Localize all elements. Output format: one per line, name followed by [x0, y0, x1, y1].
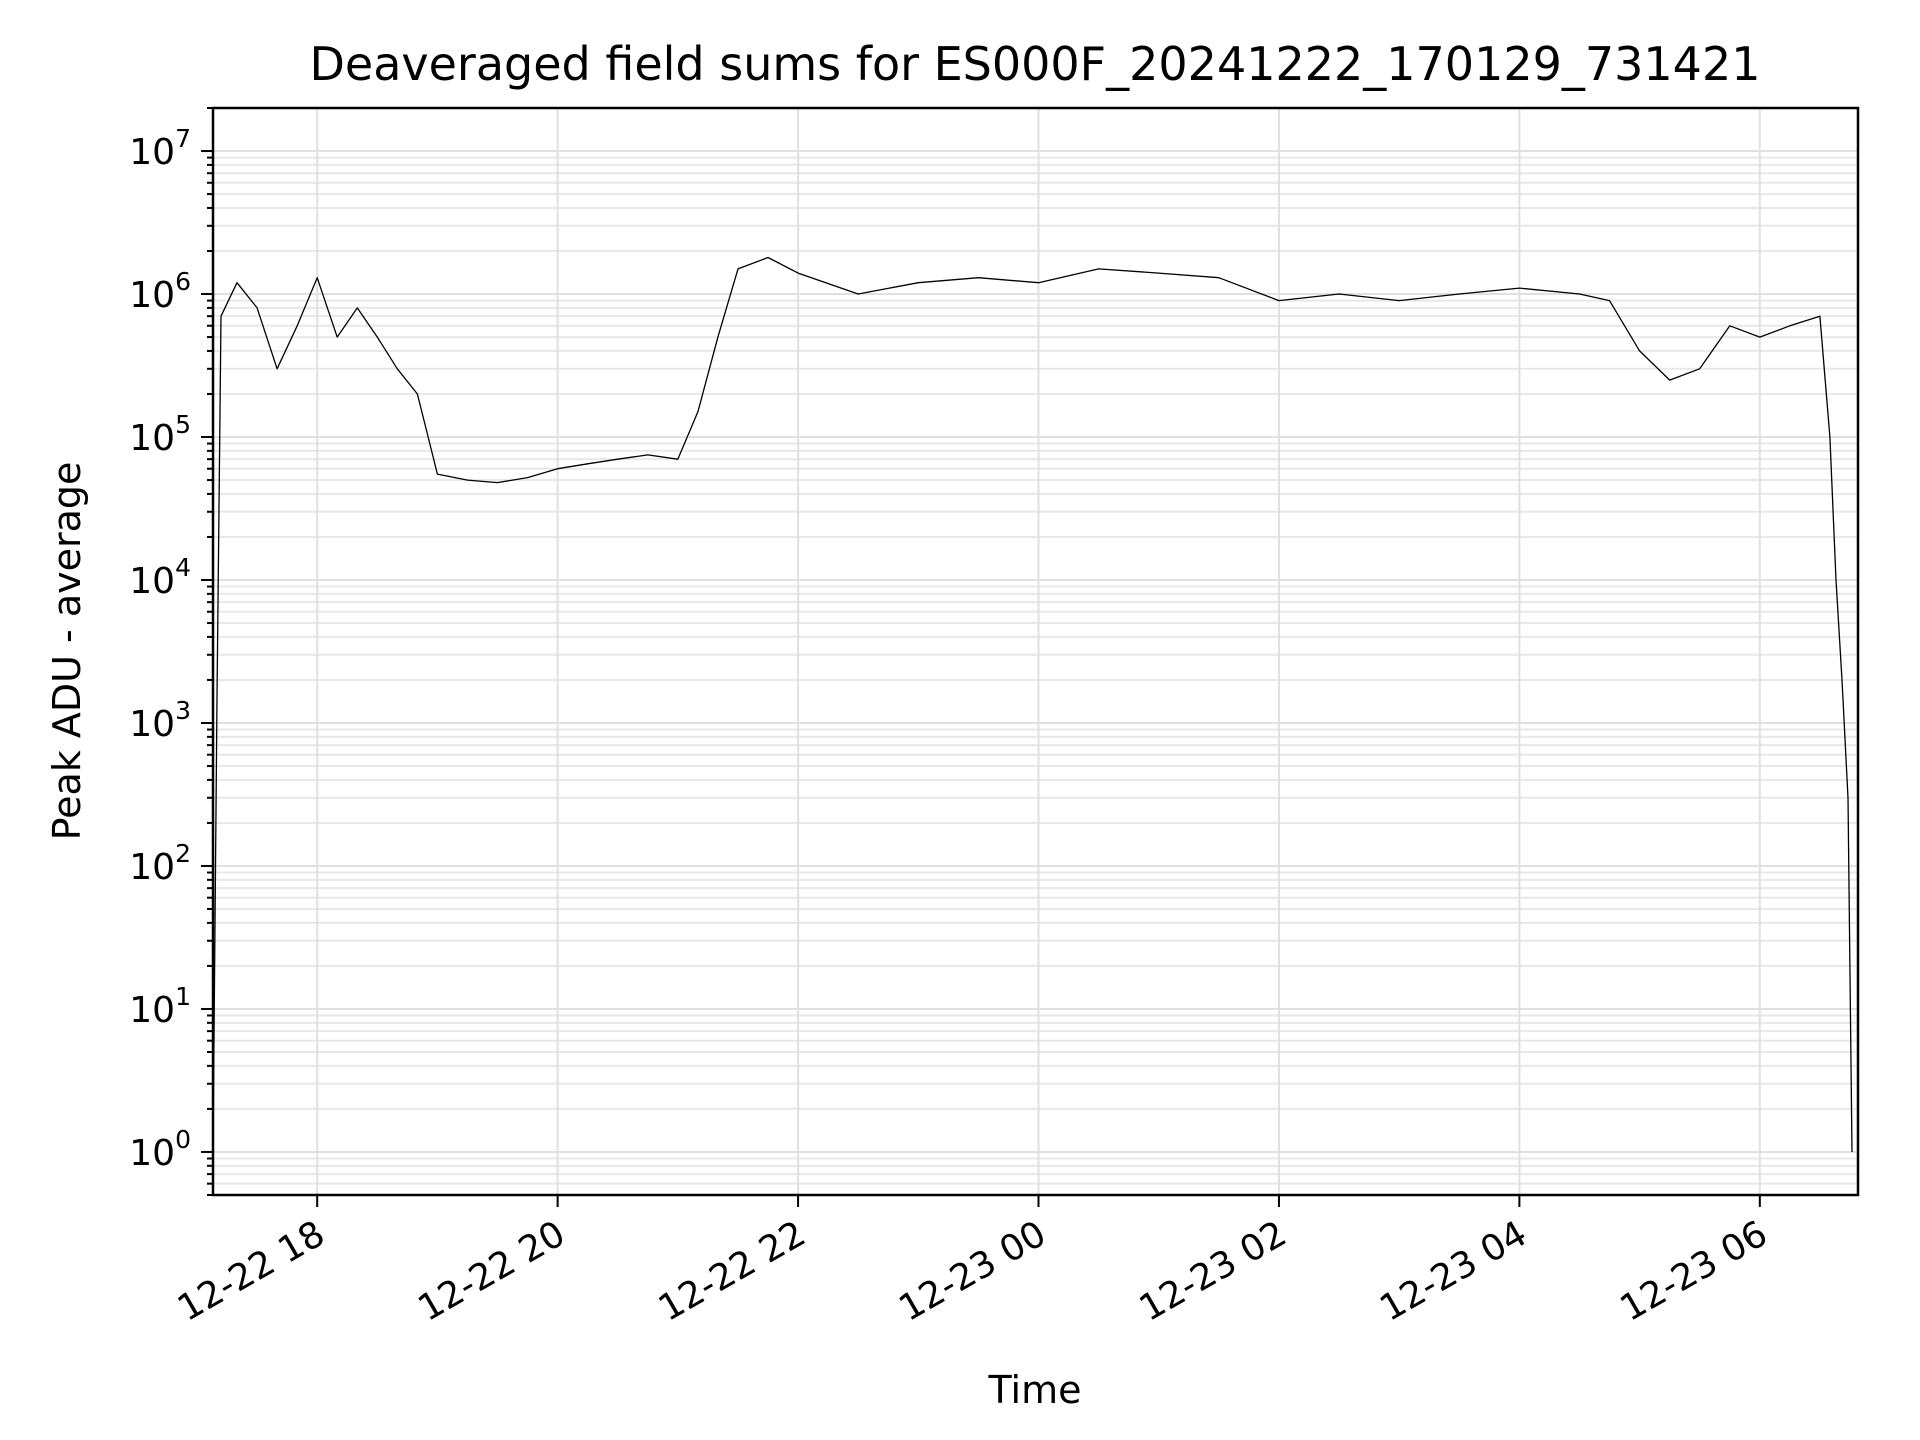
plot-frame: [211, 106, 1860, 1197]
chart-title: Deaveraged field sums for ES000F_2024122…: [310, 37, 1761, 91]
y-axis-label: Peak ADU - average: [45, 462, 89, 841]
y-axis: 100 101 102 103 104 105 106 107: [129, 107, 213, 1196]
plot-area: [212, 256, 1853, 1153]
x-tick-label: 12-23 06: [1614, 1213, 1775, 1329]
y-tick-label: 105: [129, 410, 191, 459]
y-tick-label: 106: [129, 267, 191, 316]
x-tick-label: 12-23 02: [1133, 1213, 1294, 1329]
y-tick-label: 102: [129, 839, 191, 888]
x-tick-label: 12-22 20: [411, 1213, 572, 1329]
series-line-0: [212, 256, 1853, 1153]
y-tick-label: 104: [129, 553, 191, 602]
y-tick-label: 100: [129, 1125, 191, 1174]
x-tick-label: 12-23 00: [892, 1213, 1053, 1329]
x-tick-label: 12-22 18: [171, 1213, 332, 1329]
x-tick-label: 12-22 22: [652, 1213, 813, 1329]
y-tick-label: 101: [129, 982, 191, 1031]
x-axis: 12-22 18 12-22 20 12-22 22 12-23 00 12-23 02…: [171, 1195, 1774, 1330]
y-tick-label: 107: [129, 124, 191, 173]
y-tick-label: 103: [129, 696, 191, 745]
x-axis-label: Time: [988, 1368, 1082, 1412]
grid: [213, 107, 1858, 1196]
x-tick-label: 12-23 04: [1373, 1213, 1534, 1329]
